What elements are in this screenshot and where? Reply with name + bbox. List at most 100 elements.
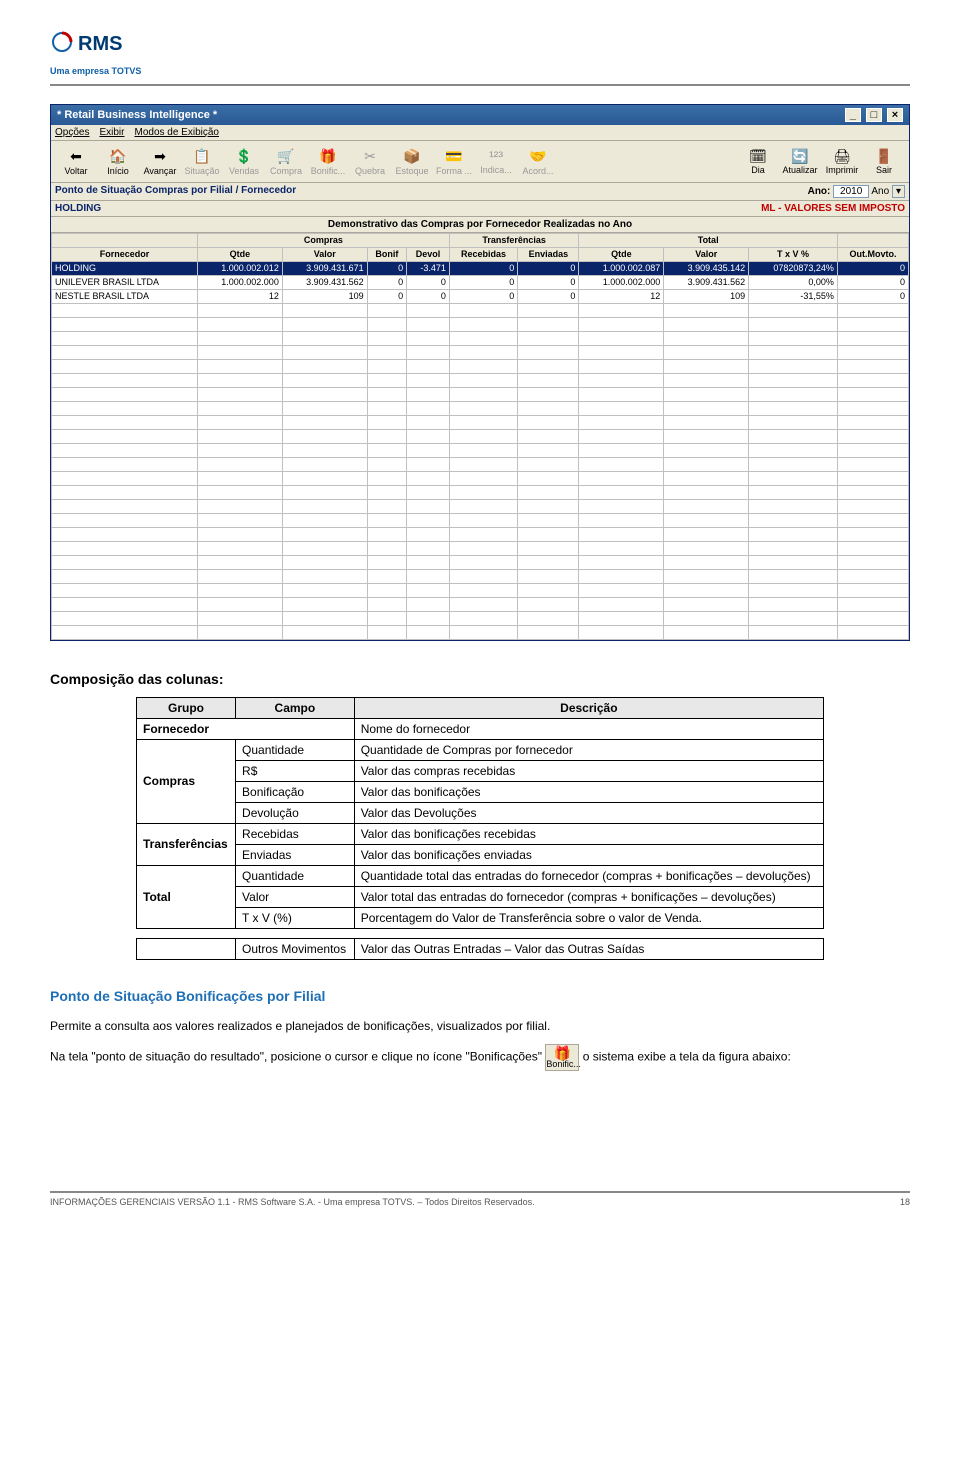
page-number: 18 <box>900 1197 910 1207</box>
cell: 0 <box>367 289 406 303</box>
cell: 0 <box>449 275 517 289</box>
column-header: Enviadas <box>518 247 579 261</box>
doc-campo-cell: Recebidas <box>236 823 355 844</box>
cell: NESTLE BRASIL LTDA <box>52 289 198 303</box>
doc-desc-cell: Valor das bonificações <box>354 781 823 802</box>
doc-desc-cell: Valor das Outras Entradas – Valor das Ou… <box>354 938 823 959</box>
empty-row <box>52 387 909 401</box>
empty-row <box>52 541 909 555</box>
doc-desc-cell: Porcentagem do Valor de Transferência so… <box>354 907 823 928</box>
ano-unit: Ano <box>871 186 889 197</box>
window-controls: _ □ × <box>843 108 903 122</box>
toolbar-icon: ¹²³ <box>486 147 506 165</box>
cell: 0 <box>367 275 406 289</box>
doc-row: TransferênciasRecebidasValor das bonific… <box>137 823 824 844</box>
logo-block: RMS Uma empresa TOTVS <box>50 30 910 76</box>
empty-row <box>52 555 909 569</box>
doc-th-campo: Campo <box>236 697 355 718</box>
toolbar-button-voltar[interactable]: ⬅Voltar <box>55 146 97 178</box>
menubar: Opções Exibir Modos de Exibição <box>51 125 909 141</box>
page-footer: INFORMAÇÕES GERENCIAIS VERSÃO 1.1 - RMS … <box>50 1191 910 1207</box>
toolbar-icon: 💲 <box>234 148 254 166</box>
toolbar-label: Quebra <box>355 166 385 176</box>
toolbar-label: Atualizar <box>782 165 817 175</box>
doc-campo-cell: T x V (%) <box>236 907 355 928</box>
cell: 1.000.002.000 <box>197 275 282 289</box>
menu-item[interactable]: Modos de Exibição <box>134 127 219 138</box>
data-grid: ComprasTransferênciasTotalFornecedorQtde… <box>51 233 909 640</box>
cell: HOLDING <box>52 261 198 275</box>
minimize-button[interactable]: _ <box>845 108 861 122</box>
toolbar-icon: ✂ <box>360 148 380 166</box>
para2-a: Na tela "ponto de situação do resultado"… <box>50 1050 545 1064</box>
titlebar: * Retail Business Intelligence * _ □ × <box>51 105 909 125</box>
svg-text:RMS: RMS <box>78 33 122 55</box>
toolbar-label: Início <box>107 166 129 176</box>
toolbar-button-vendas: 💲Vendas <box>223 146 265 178</box>
empty-row <box>52 359 909 373</box>
doc-desc-cell: Valor das bonificações recebidas <box>354 823 823 844</box>
cell: UNILEVER BRASIL LTDA <box>52 275 198 289</box>
empty-row <box>52 611 909 625</box>
cell: 0 <box>837 261 908 275</box>
close-button[interactable]: × <box>887 108 903 122</box>
cell: 0 <box>518 275 579 289</box>
empty-row <box>52 625 909 639</box>
doc-row: ComprasQuantidadeQuantidade de Compras p… <box>137 739 824 760</box>
toolbar-button-avanar[interactable]: ➡Avançar <box>139 146 181 178</box>
composition-table: Grupo Campo Descrição FornecedorNome do … <box>136 697 824 960</box>
toolbar-icon: 🤝 <box>528 148 548 166</box>
group-header <box>837 233 908 247</box>
doc-desc-cell: Valor das bonificações enviadas <box>354 844 823 865</box>
toolbar-icon: ⬅ <box>66 148 86 166</box>
empty-row <box>52 373 909 387</box>
empty-row <box>52 457 909 471</box>
footer-text: INFORMAÇÕES GERENCIAIS VERSÃO 1.1 - RMS … <box>50 1197 535 1207</box>
cell: 1.000.002.012 <box>197 261 282 275</box>
cell: 0 <box>837 289 908 303</box>
table-row[interactable]: HOLDING1.000.002.0123.909.431.6710-3.471… <box>52 261 909 275</box>
doc-desc-cell: Valor total das entradas do fornecedor (… <box>354 886 823 907</box>
ml-label: ML - VALORES SEM IMPOSTO <box>761 203 905 214</box>
table-row[interactable]: NESTLE BRASIL LTDA12109000012109-31,55%0 <box>52 289 909 303</box>
dropdown-icon[interactable]: ▾ <box>892 185 905 198</box>
doc-desc-cell: Valor das compras recebidas <box>354 760 823 781</box>
cell: 0 <box>518 289 579 303</box>
column-header: Valor <box>664 247 749 261</box>
toolbar-icon: 🎁 <box>318 148 338 166</box>
cell: 0 <box>407 289 450 303</box>
doc-grupo-cell: Fornecedor <box>137 718 355 739</box>
toolbar-button-incio[interactable]: 🏠Início <box>97 146 139 178</box>
toolbar-icon: 📦 <box>402 148 422 166</box>
toolbar-button-dia[interactable]: 🗓Dia <box>737 145 779 177</box>
cell: 0 <box>518 261 579 275</box>
table-row[interactable]: UNILEVER BRASIL LTDA1.000.002.0003.909.4… <box>52 275 909 289</box>
toolbar-button-imprimir[interactable]: 🖨Imprimir <box>821 145 863 177</box>
cell: 3.909.431.562 <box>282 275 367 289</box>
empty-row <box>52 471 909 485</box>
toolbar-icon: 🏠 <box>108 148 128 166</box>
paragraph-1: Permite a consulta aos valores realizado… <box>50 1018 910 1035</box>
maximize-button[interactable]: □ <box>866 108 882 122</box>
toolbar-label: Voltar <box>64 166 87 176</box>
empty-row <box>52 345 909 359</box>
cell: 0 <box>449 289 517 303</box>
toolbar-label: Situação <box>184 166 219 176</box>
toolbar-icon: 💳 <box>444 148 464 166</box>
empty-row <box>52 331 909 345</box>
cell: 0 <box>367 261 406 275</box>
toolbar-icon: 🛒 <box>276 148 296 166</box>
menu-item[interactable]: Exibir <box>99 127 124 138</box>
toolbar-label: Sair <box>876 165 892 175</box>
menu-item[interactable]: Opções <box>55 127 89 138</box>
toolbar-label: Estoque <box>395 166 428 176</box>
ano-input[interactable]: 2010 <box>833 185 869 198</box>
toolbar-button-atualizar[interactable]: 🔄Atualizar <box>779 145 821 177</box>
toolbar-button-sair[interactable]: 🚪Sair <box>863 145 905 177</box>
inline-icon-label: Bonific... <box>546 1059 581 1069</box>
doc-desc-cell: Quantidade total das entradas do fornece… <box>354 865 823 886</box>
toolbar-label: Bonific... <box>311 166 346 176</box>
cell: 12 <box>197 289 282 303</box>
cell: 109 <box>282 289 367 303</box>
cell: -3.471 <box>407 261 450 275</box>
